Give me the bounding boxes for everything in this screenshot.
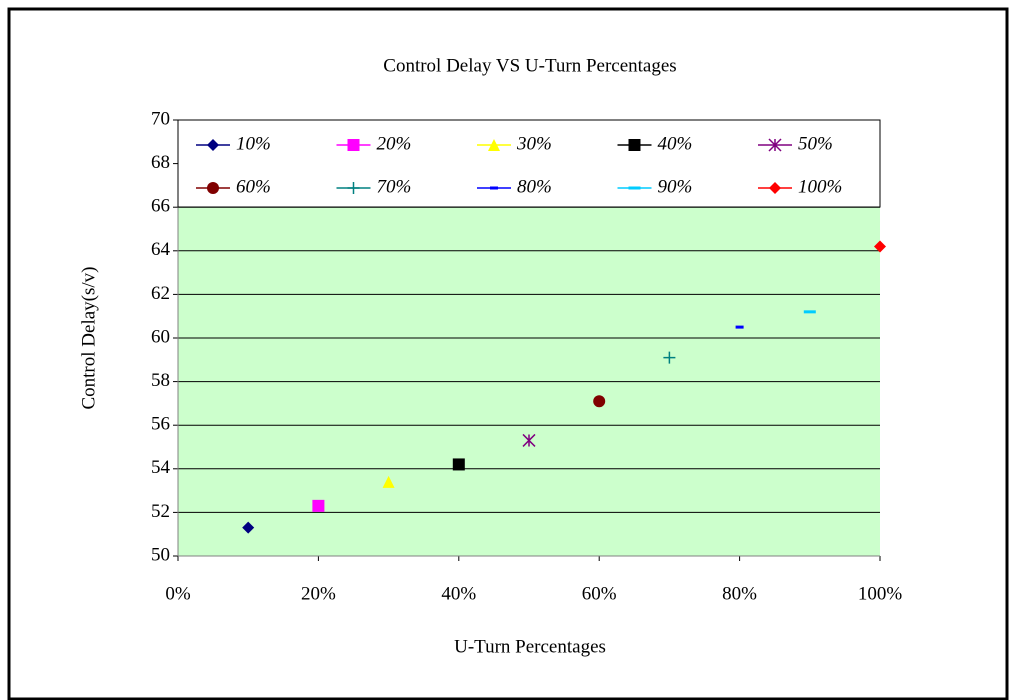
marker-shape — [803, 310, 816, 314]
marker-shape — [768, 138, 782, 152]
marker — [488, 139, 500, 151]
marker-shape — [522, 433, 536, 447]
y-tick-label: 70 — [151, 108, 170, 129]
legend-label: 70% — [377, 176, 412, 197]
marker-shape — [663, 351, 676, 364]
marker-shape — [382, 475, 395, 488]
legend-label: 40% — [658, 133, 693, 154]
marker — [628, 186, 641, 190]
marker — [207, 139, 219, 151]
marker-shape — [347, 182, 360, 194]
y-tick-label: 50 — [151, 544, 170, 565]
y-tick-label: 60 — [151, 326, 170, 347]
marker-shape — [874, 240, 886, 253]
marker-shape — [488, 139, 500, 151]
marker — [874, 240, 886, 253]
legend-label: 80% — [517, 176, 552, 197]
marker-shape — [628, 139, 641, 151]
legend-label: 100% — [798, 176, 842, 197]
marker-shape — [207, 182, 219, 194]
marker-shape — [207, 139, 219, 151]
marker-shape — [312, 499, 325, 512]
marker — [769, 182, 781, 194]
x-tick-label: 0% — [165, 583, 191, 604]
marker-shape — [735, 325, 744, 329]
marker-shape — [347, 139, 360, 151]
marker — [803, 310, 816, 314]
y-tick-label: 62 — [151, 283, 170, 304]
y-tick-label: 64 — [151, 239, 171, 260]
marker — [347, 182, 360, 194]
marker — [207, 182, 219, 194]
y-tick-label: 68 — [151, 152, 170, 173]
y-axis-label: Control Delay(s/v) — [78, 266, 99, 409]
legend-label: 90% — [658, 176, 693, 197]
marker — [490, 186, 498, 190]
legend-label: 50% — [798, 133, 833, 154]
marker — [452, 458, 465, 471]
x-tick-label: 20% — [301, 583, 336, 604]
y-tick-label: 52 — [151, 501, 170, 522]
y-tick-label: 54 — [151, 457, 171, 478]
marker — [347, 139, 360, 151]
marker-shape — [242, 521, 255, 534]
marker — [382, 475, 395, 488]
y-tick-label: 66 — [151, 196, 170, 217]
marker — [593, 395, 606, 408]
marker — [628, 139, 641, 151]
marker — [312, 499, 325, 512]
marker-shape — [593, 395, 606, 408]
marker-shape — [628, 186, 641, 190]
legend-label: 10% — [236, 133, 271, 154]
marker — [242, 521, 255, 534]
chart-title: Control Delay VS U-Turn Percentages — [383, 55, 676, 76]
legend-box — [177, 119, 881, 208]
legend-label: 30% — [516, 133, 552, 154]
x-axis-label: U-Turn Percentages — [454, 636, 606, 657]
marker — [768, 138, 782, 152]
x-tick-label: 100% — [858, 583, 903, 604]
legend-label: 60% — [236, 176, 271, 197]
y-tick-label: 58 — [151, 370, 170, 391]
marker — [735, 325, 744, 329]
marker — [522, 433, 536, 447]
x-tick-label: 40% — [441, 583, 476, 604]
x-tick-label: 60% — [582, 583, 617, 604]
marker-shape — [769, 182, 781, 194]
marker — [663, 351, 676, 364]
legend-label: 20% — [377, 133, 412, 154]
x-tick-label: 80% — [722, 583, 757, 604]
y-tick-label: 56 — [151, 414, 170, 435]
marker-shape — [490, 186, 498, 190]
marker-shape — [452, 458, 465, 471]
